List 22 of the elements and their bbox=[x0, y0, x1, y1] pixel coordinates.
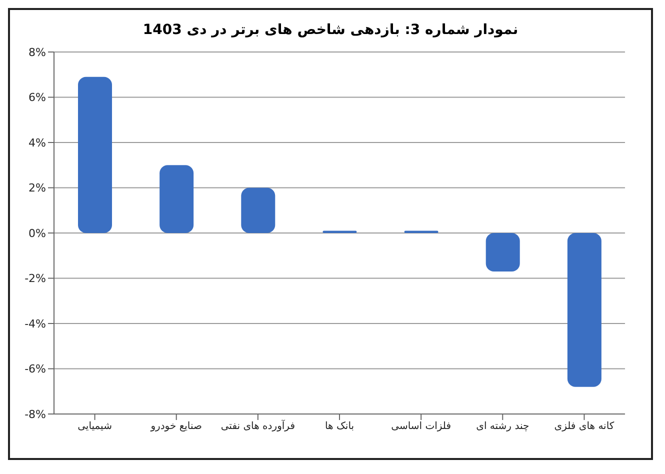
y-tick-label: 4% bbox=[28, 136, 46, 150]
y-tick-label: -6% bbox=[24, 362, 46, 376]
bar bbox=[78, 76, 112, 233]
chart-title: نمودار شماره 3: بازدهی شاخص های برتر در دی 1403 bbox=[142, 22, 520, 38]
bar bbox=[567, 233, 602, 387]
bar bbox=[486, 233, 520, 272]
bar bbox=[160, 165, 194, 233]
y-tick-label: -8% bbox=[24, 408, 46, 421]
bar bbox=[241, 188, 276, 233]
x-tick-label: چند رشته ای bbox=[476, 421, 530, 432]
y-tick-label: 8% bbox=[28, 46, 46, 59]
y-tick-label: -4% bbox=[24, 317, 46, 330]
x-tick-label: بانک ها bbox=[324, 421, 354, 432]
y-tick-label: -2% bbox=[24, 272, 46, 286]
x-tick-label: کانه های فلزی bbox=[554, 421, 614, 432]
y-tick-label: 2% bbox=[28, 182, 46, 195]
y-tick-label: 0% bbox=[28, 226, 46, 240]
x-tick-label: فلزات اساسی bbox=[391, 421, 452, 432]
x-tick-label: فرآورده های نفتی bbox=[220, 419, 296, 432]
y-tick-label: 6% bbox=[28, 91, 46, 104]
x-tick-label: صنایع خودرو bbox=[150, 421, 202, 432]
x-tick-label: شیمیایی bbox=[78, 421, 112, 432]
